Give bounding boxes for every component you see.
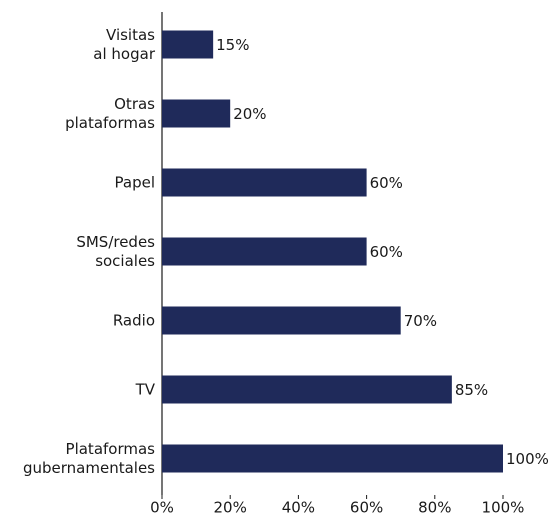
bar (162, 168, 367, 197)
value-label: 60% (370, 174, 403, 192)
category-label: Radio (112, 311, 155, 329)
bar (162, 444, 503, 473)
x-tick-label: 80% (418, 499, 451, 516)
x-tick-label: 100% (482, 499, 525, 516)
bar (162, 99, 231, 128)
bar (162, 30, 214, 59)
bar (162, 306, 401, 335)
value-label: 15% (216, 36, 249, 54)
x-tick-label: 60% (350, 499, 383, 516)
x-tick-label: 0% (150, 499, 174, 516)
x-tick-label: 20% (214, 499, 247, 516)
category-label: Otras plataformas (65, 94, 155, 132)
category-label: Plataformas gubernamentales (22, 439, 155, 477)
bar (162, 375, 452, 404)
value-label: 70% (404, 312, 437, 330)
value-label: 85% (455, 381, 488, 399)
bar (162, 237, 367, 266)
category-label: SMS/redes sociales (76, 232, 155, 270)
value-label: 100% (506, 450, 549, 468)
x-tick-label: 40% (282, 499, 315, 516)
value-label: 20% (233, 105, 266, 123)
category-label: Papel (114, 173, 155, 191)
value-label: 60% (370, 243, 403, 261)
category-label: Visitas al hogar (93, 25, 155, 63)
category-label: TV (135, 380, 155, 398)
